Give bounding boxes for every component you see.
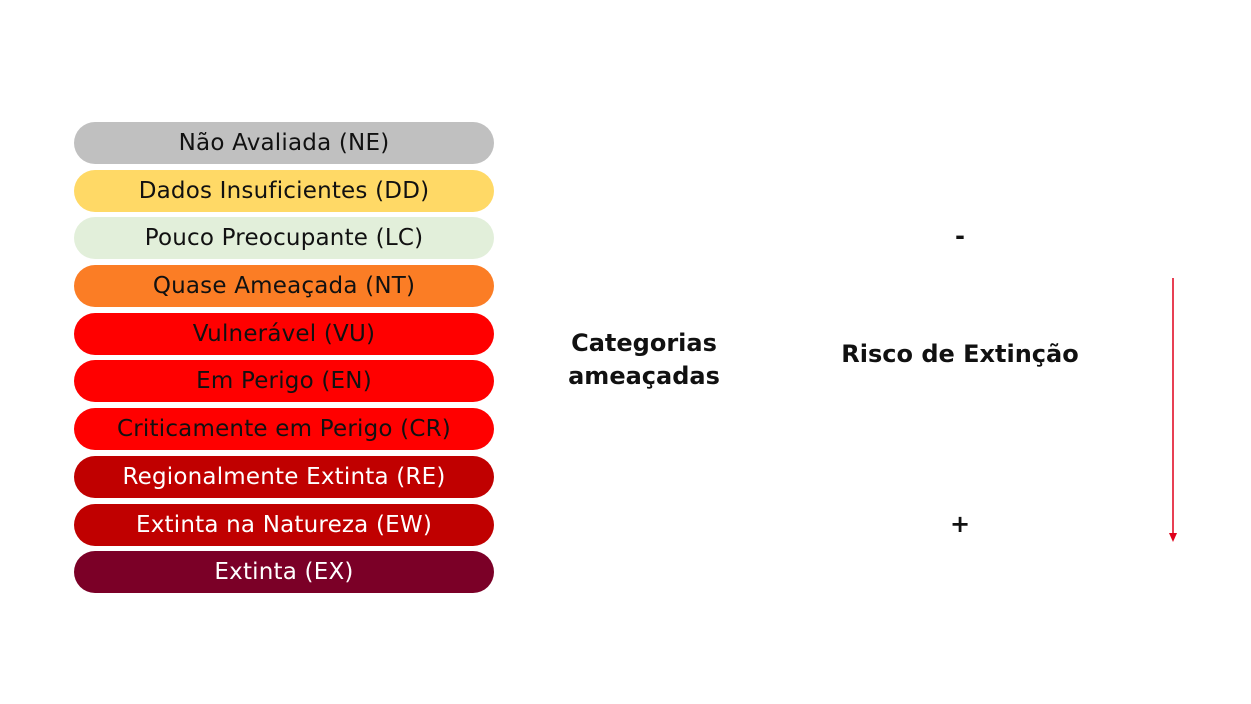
category-label: Pouco Preocupante (LC) — [144, 225, 424, 252]
category-critically-endangered: Criticamente em Perigo (CR) — [74, 408, 494, 451]
category-label: Extinta na Natureza (EW) — [135, 511, 433, 538]
category-label: Quase Ameaçada (NT) — [152, 273, 416, 300]
category-data-deficient: Dados Insuficientes (DD) — [74, 169, 494, 212]
threatened-label-line-1: Categorias — [571, 329, 717, 357]
category-label: Regionalmente Extinta (RE) — [122, 463, 446, 490]
category-vulnerable: Vulnerável (VU) — [74, 312, 494, 355]
category-label: Em Perigo (EN) — [196, 368, 372, 395]
threatened-label-line-2: ameaçadas — [568, 362, 720, 390]
category-label: Vulnerável (VU) — [192, 320, 376, 347]
risk-arrow-icon — [1169, 278, 1177, 542]
category-not-evaluated: Não Avaliada (NE) — [74, 122, 494, 164]
category-label: Extinta (EX) — [214, 559, 354, 586]
category-endangered: Em Perigo (EN) — [74, 360, 494, 403]
category-label: Dados Insuficientes (DD) — [138, 177, 430, 204]
risk-label: Risco de Extinção — [841, 340, 1079, 368]
category-list: Não Avaliada (NE) Dados Insuficientes (D… — [74, 122, 494, 599]
risk-low-marker: - — [955, 222, 965, 250]
category-label: Criticamente em Perigo (CR) — [117, 416, 451, 443]
risk-high-marker: + — [949, 510, 971, 538]
category-label: Não Avaliada (NE) — [178, 130, 390, 156]
category-regionally-extinct: Regionalmente Extinta (RE) — [74, 455, 494, 498]
category-near-threatened: Quase Ameaçada (NT) — [74, 265, 494, 308]
category-extinct-in-wild: Extinta na Natureza (EW) — [74, 503, 494, 546]
threatened-categories-label: Categorias ameaçadas — [544, 327, 744, 393]
category-least-concern: Pouco Preocupante (LC) — [74, 217, 494, 260]
category-extinct: Extinta (EX) — [74, 551, 494, 594]
